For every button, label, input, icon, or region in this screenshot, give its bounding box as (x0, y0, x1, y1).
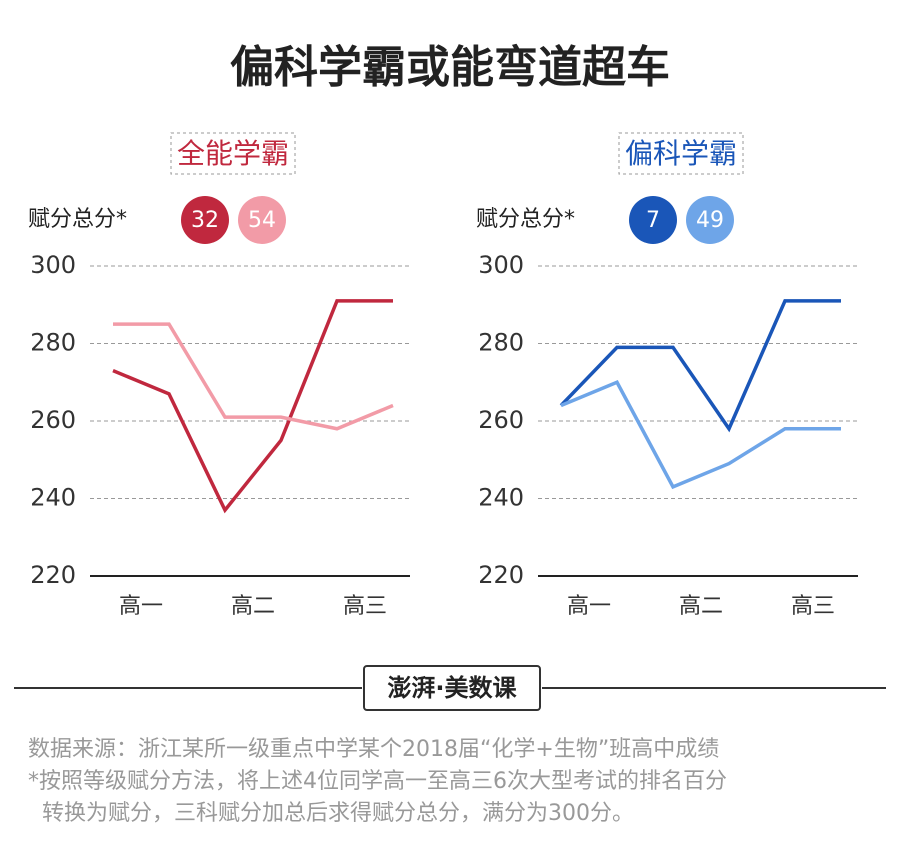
x-tick-label: 高二 (679, 594, 723, 619)
group-title: 偏科学霸 (625, 137, 737, 170)
y-tick-label: 240 (478, 484, 524, 512)
group-title-box (618, 132, 744, 175)
y-tick-label: 260 (478, 406, 524, 434)
brand: 澎湃·美数课 (387, 674, 517, 702)
series-line (113, 322, 394, 431)
y-tick-label: 280 (478, 329, 524, 357)
legend-label: 54 (248, 208, 276, 233)
y-tick-label: 260 (30, 406, 76, 434)
legend-label: 7 (646, 208, 660, 233)
legend-badge (629, 196, 677, 244)
legend-badge (238, 196, 286, 244)
group-title: 全能学霸 (177, 137, 289, 170)
note: 数据来源：浙江某所一级重点中学某个2018届“化学+生物”班高中成绩 (28, 737, 719, 762)
group-title-box (170, 132, 296, 175)
x-tick-label: 高三 (791, 594, 835, 619)
note: *按照等级赋分方法，将上述4位同学高一至高三6次大型考试的排名百分 (28, 769, 727, 794)
legend-label: 32 (191, 208, 219, 233)
y-tick-label: 220 (30, 561, 76, 589)
note: 转换为赋分，三科赋分加总后求得赋分总分，满分为300分。 (42, 801, 634, 826)
x-tick-label: 高一 (567, 594, 611, 619)
y-tick-label: 300 (478, 251, 524, 279)
x-tick-label: 高三 (343, 594, 387, 619)
series-line (559, 299, 841, 433)
page-title: 偏科学霸或能弯道超车 (230, 42, 670, 93)
series-line (112, 299, 393, 514)
y-tick-label: 300 (30, 251, 76, 279)
series-line (560, 380, 841, 490)
x-tick-label: 高二 (231, 594, 275, 619)
x-tick-label: 高一 (119, 594, 163, 619)
legend-label: 49 (696, 208, 724, 233)
y-tick-label: 280 (30, 329, 76, 357)
y-axis-label: 赋分总分* (476, 207, 575, 232)
y-tick-label: 240 (30, 484, 76, 512)
legend-badge (686, 196, 734, 244)
brand-box (363, 665, 541, 711)
legend-badge (181, 196, 229, 244)
y-axis-label: 赋分总分* (28, 207, 127, 232)
y-tick-label: 220 (478, 561, 524, 589)
